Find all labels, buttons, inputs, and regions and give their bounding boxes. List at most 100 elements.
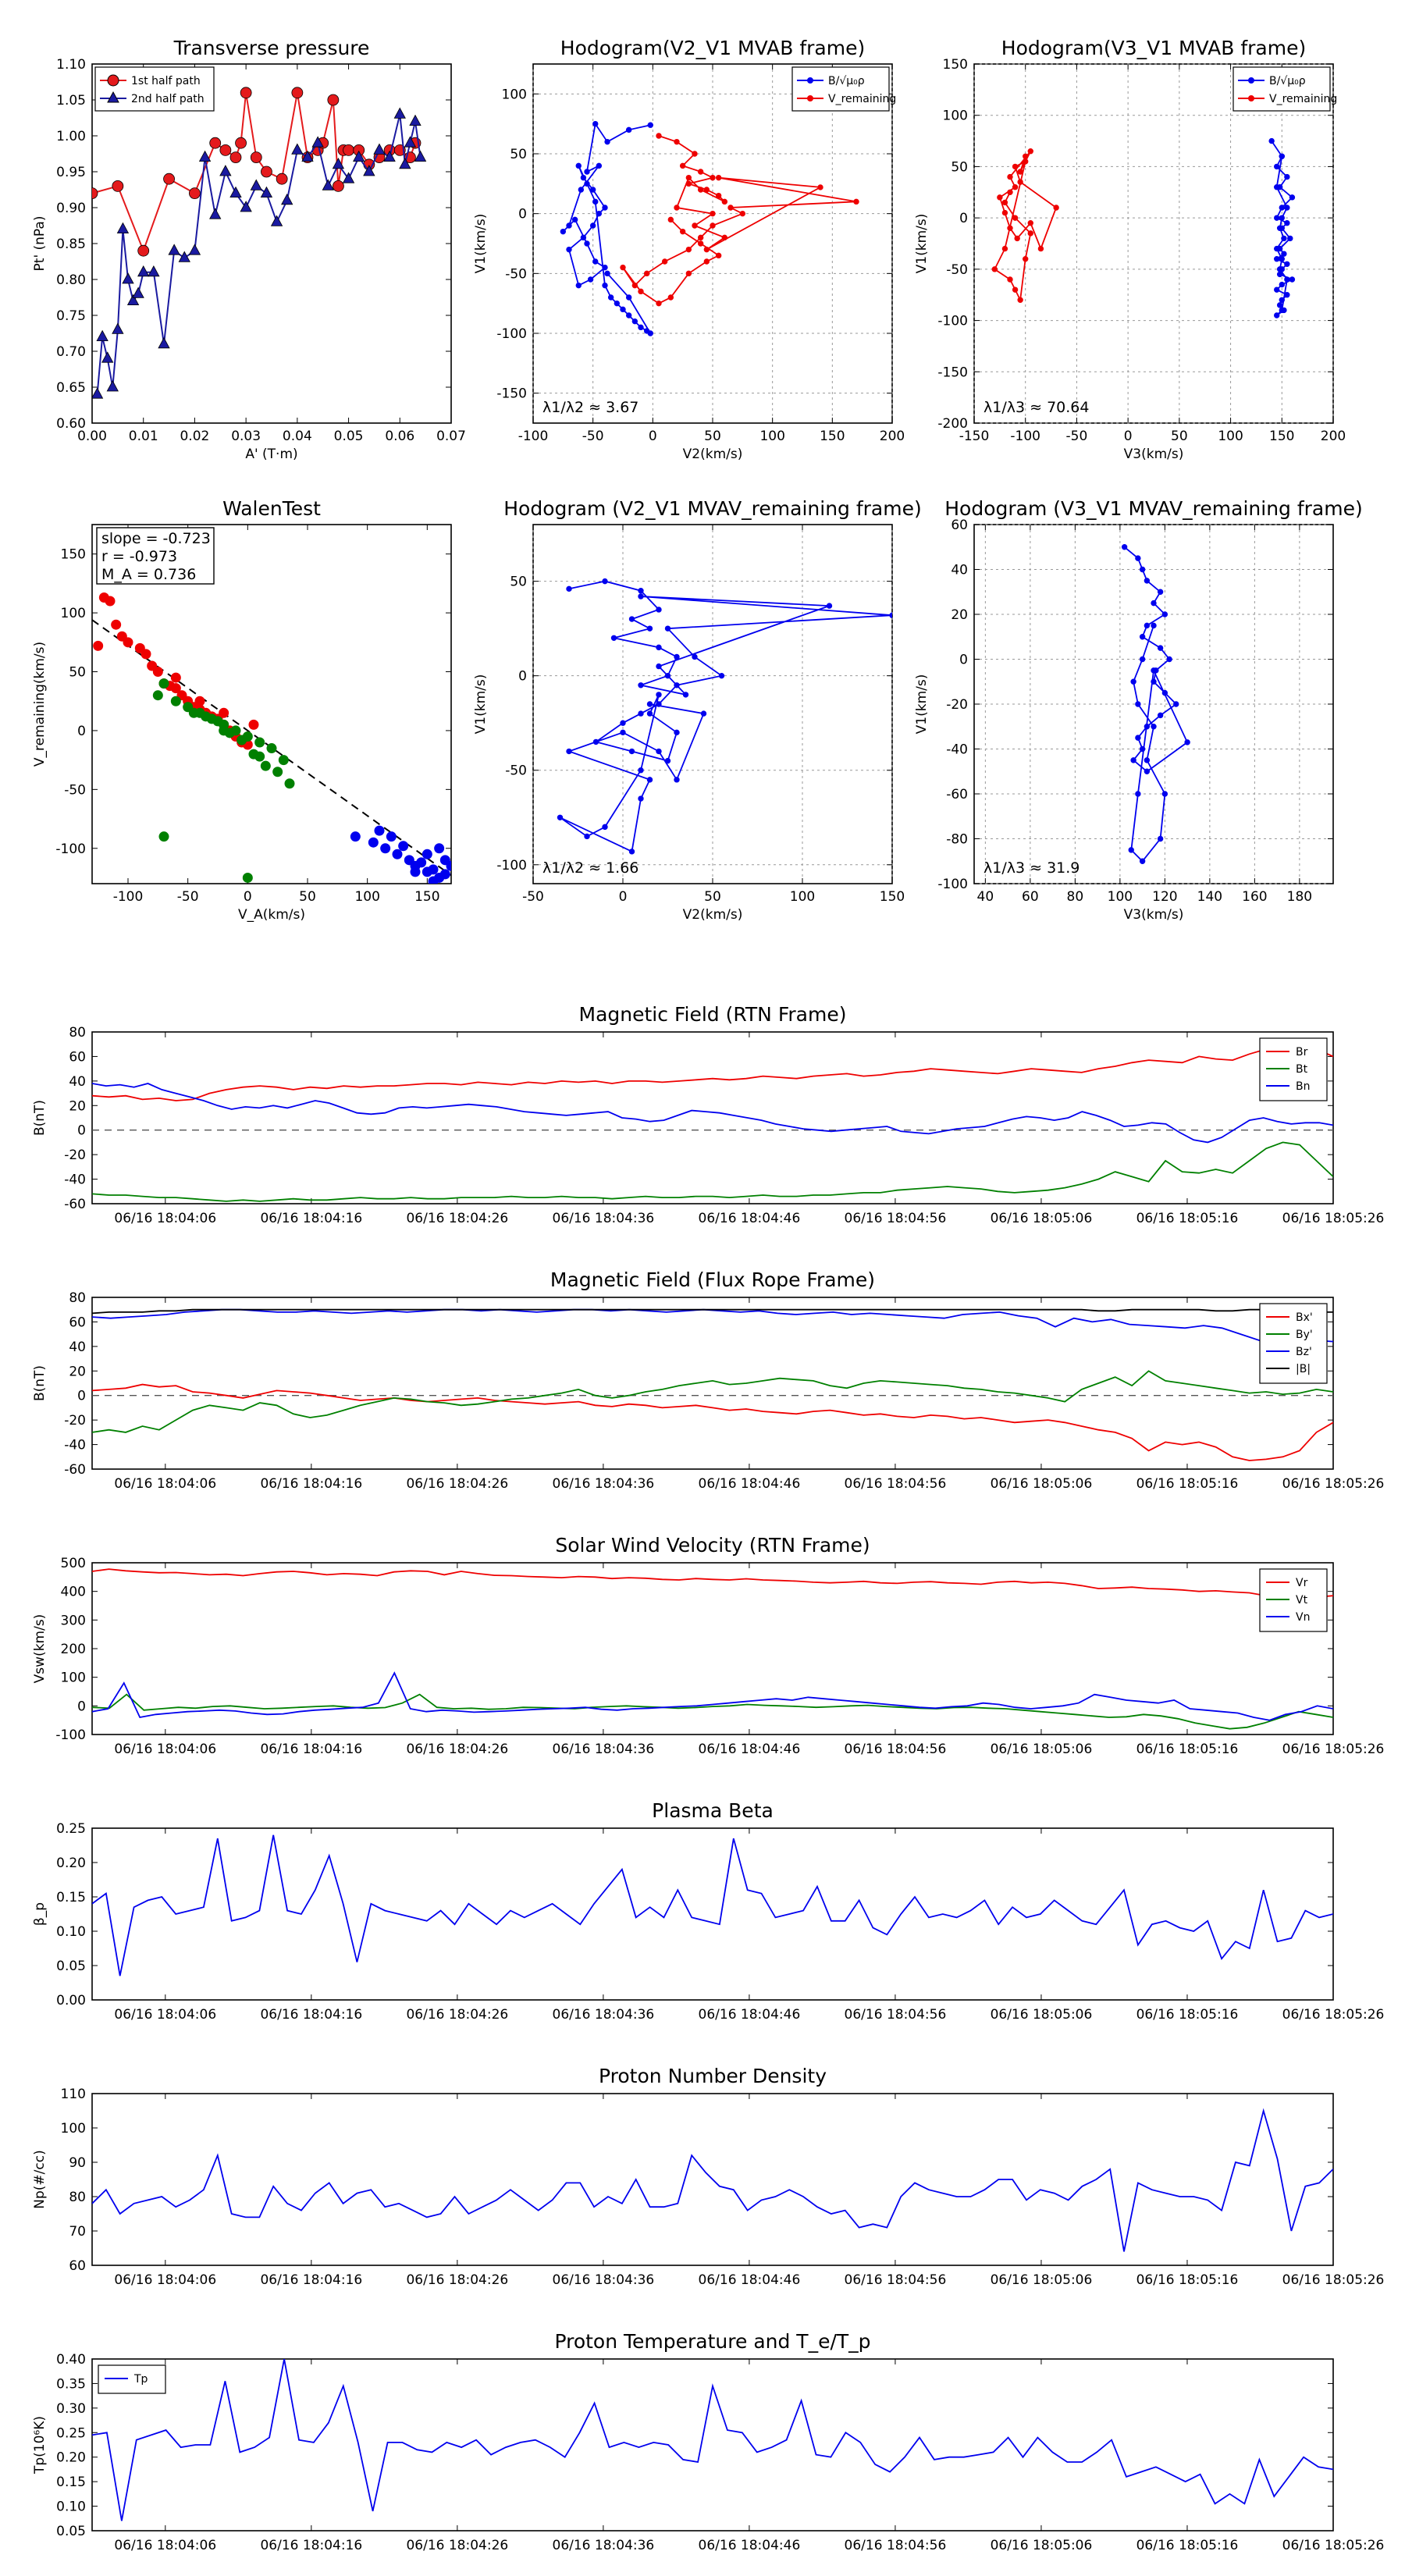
data-point-red	[134, 642, 145, 653]
y-tick-label: 0.30	[56, 2401, 86, 2417]
data-point	[1151, 724, 1157, 730]
data-point	[631, 318, 638, 325]
data-point	[1276, 225, 1283, 231]
eigen-ratio-annotation: λ1/λ2 ≈ 1.66	[542, 859, 638, 877]
data-point-triangle	[353, 150, 365, 162]
data-point	[638, 710, 644, 717]
data-point	[710, 174, 716, 181]
x-tick-label: 0	[649, 429, 657, 444]
data-point	[1279, 297, 1285, 303]
legend-marker	[1248, 77, 1254, 84]
data-point	[1268, 137, 1275, 144]
x-tick-label: 0	[619, 889, 628, 905]
data-point-triangle	[229, 186, 242, 197]
tp-frame	[91, 63, 452, 424]
x-tick-label: 140	[1197, 889, 1222, 905]
data-point	[638, 767, 644, 774]
y-axis-label: Np(#/cc)	[32, 2150, 48, 2208]
legend-label: Vr	[1296, 1577, 1308, 1589]
y-tick-label: 40	[69, 1074, 86, 1090]
data-point	[1001, 199, 1008, 206]
x-tick-label: 06/16 18:05:06	[991, 1476, 1093, 1492]
data-point	[656, 663, 662, 670]
y-tick-label: 100	[61, 2121, 86, 2137]
y-tick-label: 80	[69, 1290, 86, 1306]
legend-label: V_remaining	[828, 93, 896, 105]
data-point-circle	[333, 180, 344, 192]
data-point	[656, 300, 662, 307]
data-point-blue	[386, 831, 397, 842]
data-point	[647, 330, 653, 336]
x-tick-label: 06/16 18:05:26	[1282, 2272, 1385, 2288]
plot-area	[991, 137, 1296, 318]
legend-label: V_remaining	[1269, 93, 1337, 105]
plot-area	[92, 2359, 1333, 2521]
data-point	[721, 234, 728, 241]
data-point	[1144, 768, 1151, 774]
data-point	[580, 174, 587, 181]
data-point	[1130, 757, 1136, 763]
x-tick-label: 06/16 18:05:16	[1136, 1742, 1239, 1757]
data-point-circle	[240, 87, 252, 99]
data-point	[674, 682, 680, 688]
y-tick-label: 0	[77, 1123, 86, 1139]
data-point	[697, 187, 704, 193]
x-tick-label: 06/16 18:04:16	[260, 2272, 362, 2288]
y-tick-label: -60	[64, 1197, 86, 1212]
data-point	[1135, 735, 1141, 741]
data-point-circle	[189, 187, 201, 200]
y-tick-label: 0.95	[56, 165, 86, 180]
data-point	[692, 222, 698, 229]
chart-title: Hodogram (V2_V1 MVAV_remaining frame)	[503, 497, 922, 520]
data-point	[656, 748, 662, 755]
data-point-blue	[439, 855, 450, 866]
data-point	[1287, 235, 1293, 242]
data-point	[664, 672, 671, 679]
x-tick-label: 06/16 18:04:06	[114, 2272, 216, 2288]
y-axis-label: Pt' (nPa)	[32, 216, 48, 272]
y-tick-label: -20	[64, 1413, 86, 1429]
plot-area	[92, 1308, 1333, 1461]
x-tick-label: 80	[1067, 889, 1084, 905]
data-point	[578, 187, 585, 193]
y-tick-label: -50	[946, 262, 968, 278]
data-point	[718, 672, 725, 679]
data-point	[592, 198, 599, 205]
mag_rtn-frame	[91, 1031, 1334, 1204]
y-tick-label: 0	[77, 1389, 86, 1404]
data-point	[1007, 225, 1013, 231]
data-point	[592, 258, 599, 265]
x-tick-label: 06/16 18:05:26	[1282, 1742, 1385, 1757]
data-point	[607, 294, 614, 301]
x-tick-label: 150	[880, 889, 905, 905]
data-point	[889, 612, 892, 618]
y-tick-label: 80	[69, 2190, 86, 2205]
data-point	[703, 246, 710, 253]
y-tick-label: -200	[937, 416, 968, 432]
data-point	[1151, 600, 1157, 607]
data-point	[1284, 276, 1290, 283]
y-tick-label: 100	[61, 606, 86, 621]
data-point	[1284, 220, 1290, 226]
data-point	[638, 288, 644, 295]
y-tick-label: 60	[69, 1049, 86, 1065]
data-point	[580, 234, 587, 241]
plot-area	[1121, 544, 1190, 864]
data-point	[557, 814, 564, 820]
data-point-red	[93, 640, 104, 651]
data-point	[685, 246, 692, 253]
plot-area	[92, 1568, 1333, 1730]
x-tick-label: 06/16 18:04:46	[699, 2272, 801, 2288]
data-point	[991, 266, 998, 272]
x-axis-label: V_A(km/s)	[238, 907, 305, 923]
data-point	[1130, 678, 1136, 685]
data-point-blue	[446, 860, 451, 871]
y-tick-label: -100	[496, 858, 527, 873]
x-tick-label: 0.00	[77, 429, 107, 444]
x-tick-label: 06/16 18:04:06	[114, 2007, 216, 2023]
x-tick-label: 06/16 18:04:16	[260, 1211, 362, 1226]
data-point-triangle	[342, 172, 355, 183]
data-point	[1001, 209, 1008, 216]
data-point	[997, 194, 1003, 201]
y-tick-label: -150	[937, 365, 968, 380]
